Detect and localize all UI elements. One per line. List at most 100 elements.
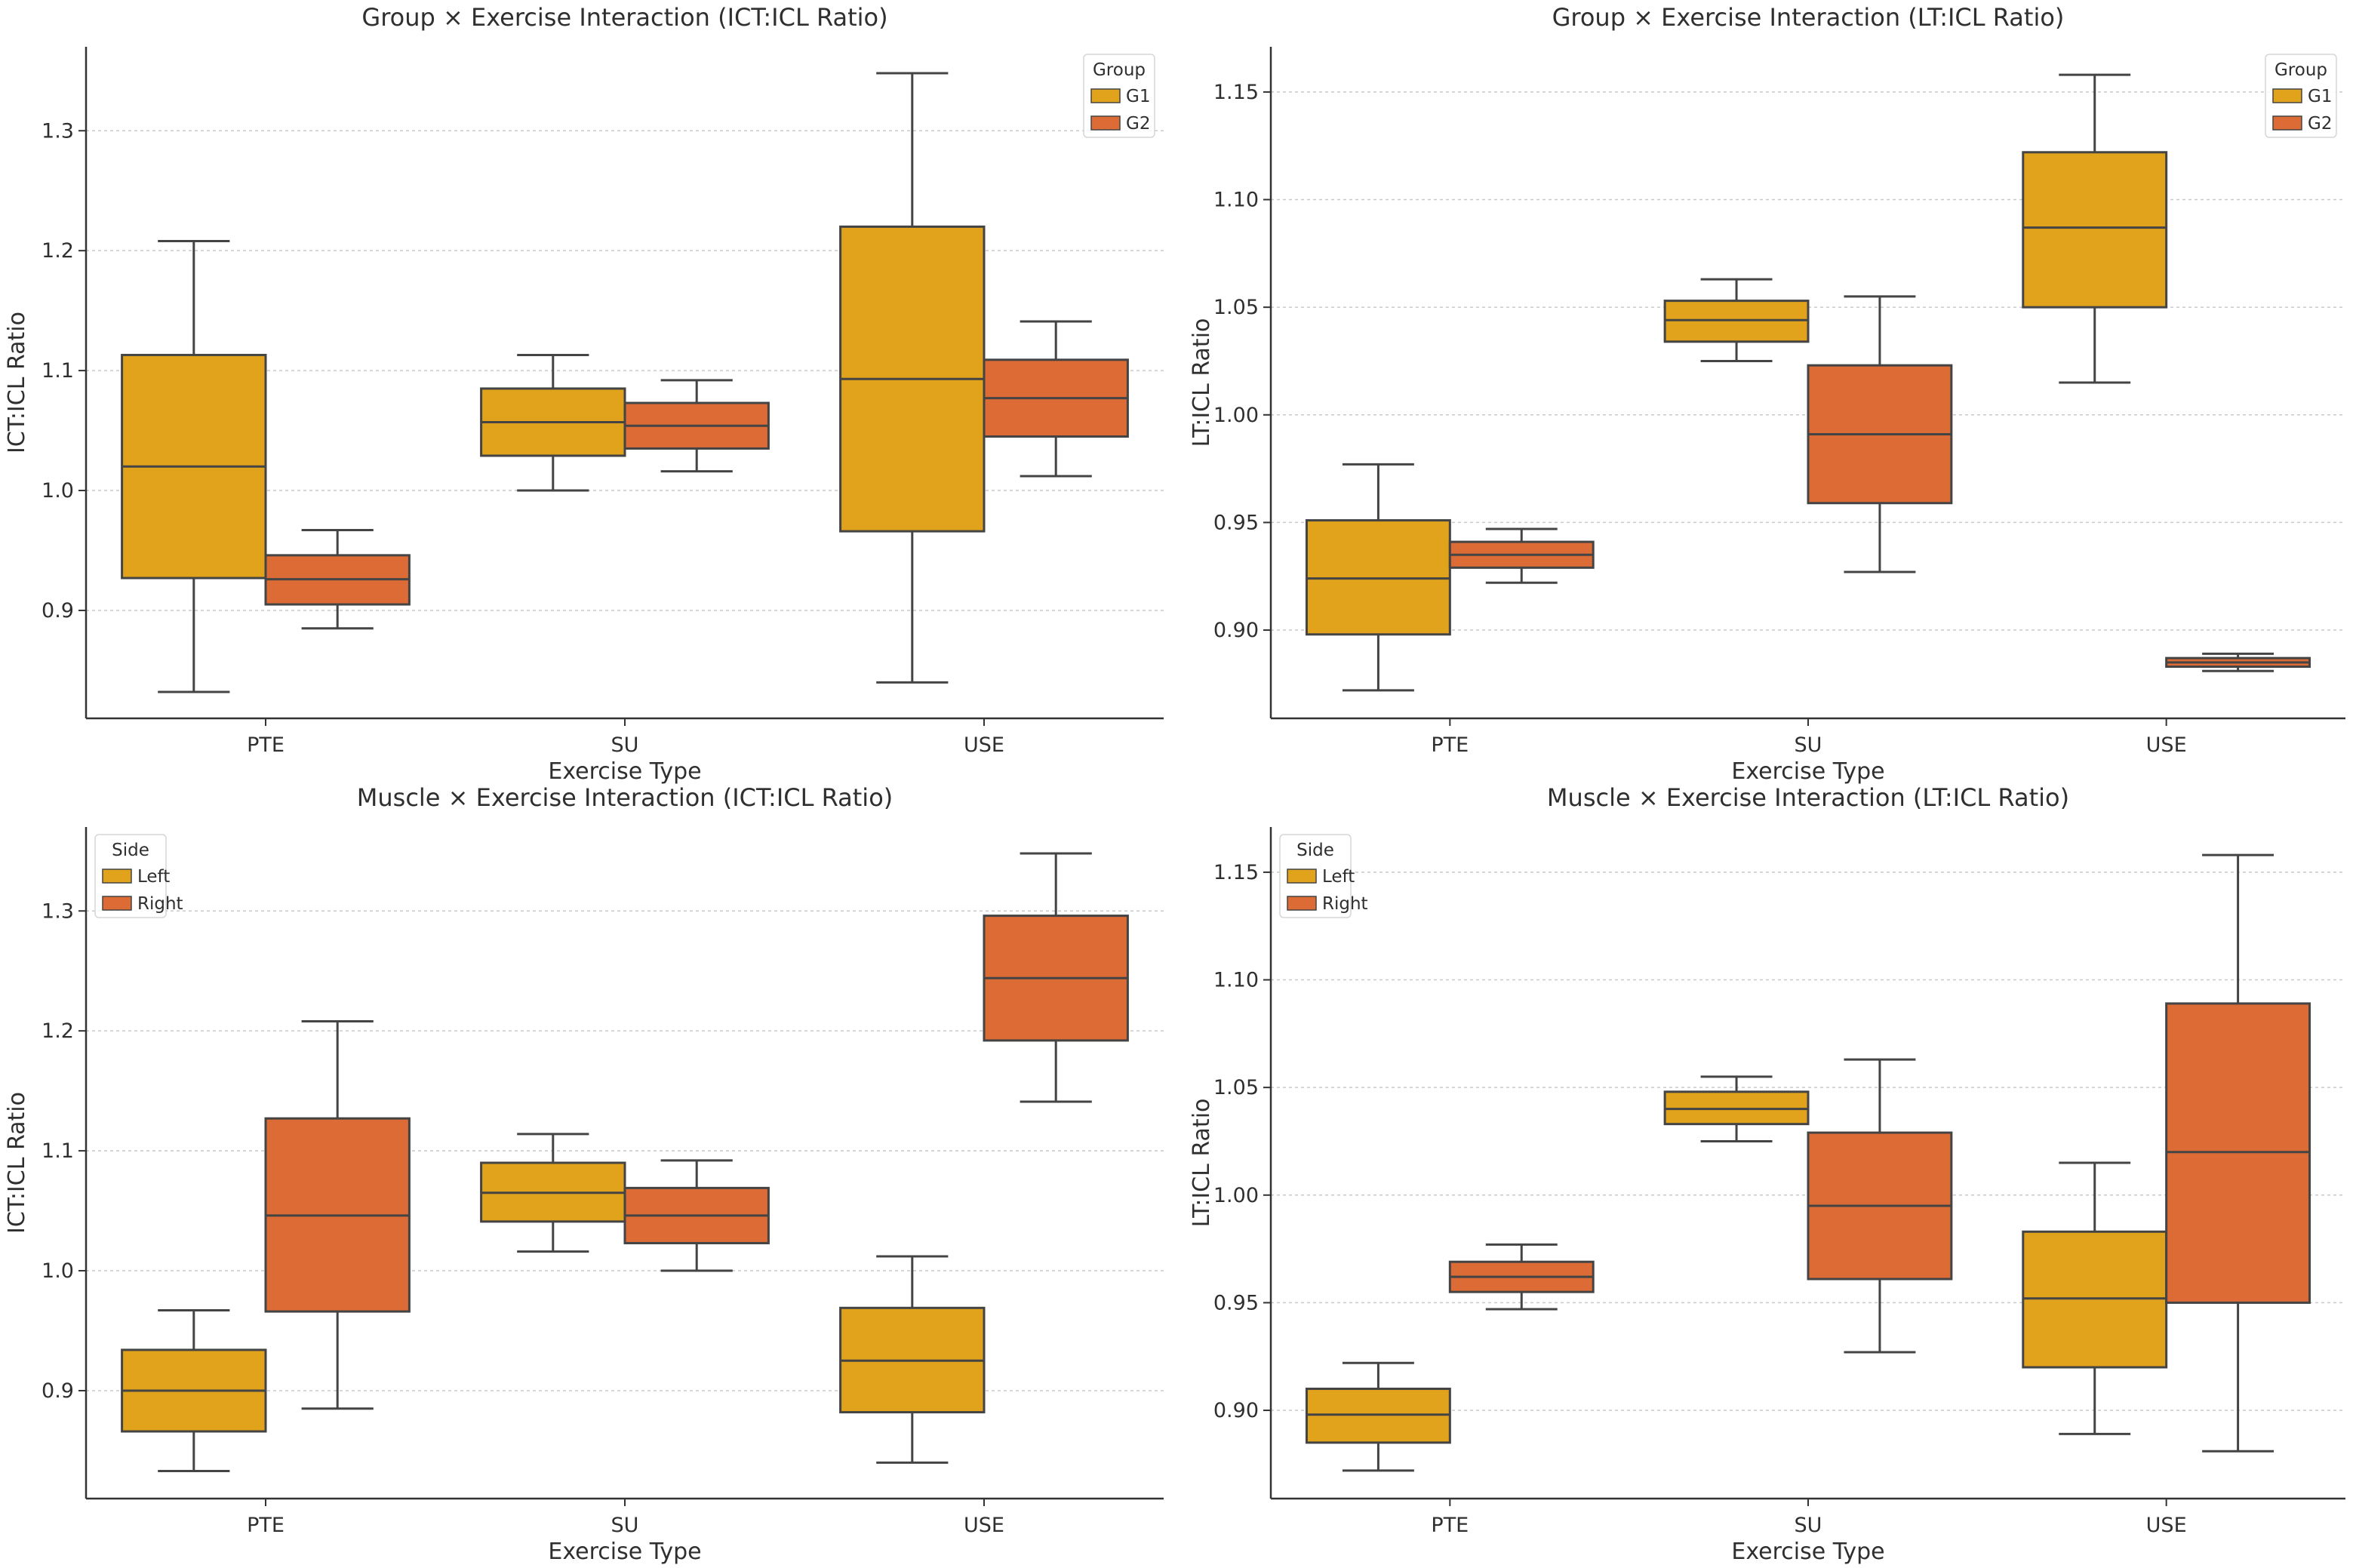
chart-panel-icl-side: Muscle × Exercise Interaction (ICT:ICL R… xyxy=(4,783,1164,1565)
box-g1-su xyxy=(1663,278,1810,362)
y-tick-label: 0.95 xyxy=(1213,1291,1259,1314)
legend-entry-label: G2 xyxy=(2308,114,2332,134)
x-tick-label: USE xyxy=(964,733,1004,757)
y-tick-label: 0.90 xyxy=(1213,1399,1259,1422)
legend-entry-label: G1 xyxy=(1126,87,1150,106)
y-tick-label: 1.2 xyxy=(42,239,74,263)
legend xyxy=(1279,834,1352,918)
box-g1-su xyxy=(480,353,626,492)
chart-title: Muscle × Exercise Interaction (ICT:ICL R… xyxy=(357,783,893,812)
x-tick-label: SU xyxy=(1795,733,1822,757)
y-tick-label: 1.1 xyxy=(42,359,74,383)
legend-swatch-g1 xyxy=(1090,88,1121,103)
plot-area xyxy=(78,827,1164,1506)
legend xyxy=(2265,54,2337,138)
chart-panel-lt-group: Group × Exercise Interaction (LT:ICL Rat… xyxy=(1189,3,2345,785)
box-iqr xyxy=(2022,151,2168,309)
x-tick-label: USE xyxy=(964,1514,1004,1537)
y-tick-label: 1.10 xyxy=(1213,969,1259,992)
chart-title: Muscle × Exercise Interaction (LT:ICL Ra… xyxy=(1547,783,2069,812)
legend-swatch-right xyxy=(1287,896,1317,911)
legend-title: Group xyxy=(1093,60,1146,80)
legend-entry-label: Left xyxy=(137,867,170,887)
y-tick-label: 1.10 xyxy=(1213,189,1259,212)
box-g2-pte xyxy=(264,528,411,630)
box-left-su xyxy=(1663,1075,1810,1142)
y-tick-label: 0.95 xyxy=(1213,511,1259,534)
box-g2-su xyxy=(623,379,770,473)
box-g2-pte xyxy=(1448,527,1595,584)
x-axis-label: Exercise Type xyxy=(548,758,701,785)
chart-title: Group × Exercise Interaction (LT:ICL Rat… xyxy=(1552,3,2065,32)
y-tick-label: 1.3 xyxy=(42,119,74,143)
legend-title: Side xyxy=(1296,841,1334,860)
box-left-su xyxy=(480,1133,626,1253)
legend-entry-label: Right xyxy=(1322,894,1368,914)
box-left-use xyxy=(2022,1161,2168,1435)
y-tick-label: 1.3 xyxy=(42,899,74,923)
chart-title: Group × Exercise Interaction (ICT:ICL Ra… xyxy=(361,3,887,32)
legend-entry-label: Left xyxy=(1322,867,1355,887)
box-g2-use xyxy=(2165,652,2311,672)
box-g2-su xyxy=(1807,295,1953,573)
x-tick-label: PTE xyxy=(1431,1514,1469,1537)
box-left-pte xyxy=(1305,1361,1451,1472)
legend-swatch-left xyxy=(102,869,132,884)
legend-title: Side xyxy=(112,841,149,860)
y-tick-label: 1.0 xyxy=(42,1259,74,1283)
legend xyxy=(94,834,167,918)
x-axis-label: Exercise Type xyxy=(548,1539,701,1565)
box-g1-use xyxy=(2022,73,2168,384)
chart-panel-icl-group: Group × Exercise Interaction (ICT:ICL Ra… xyxy=(4,3,1164,785)
legend-swatch-right xyxy=(102,896,132,911)
legend-entry-label: G1 xyxy=(2308,87,2332,106)
legend-entry-label: G2 xyxy=(1126,114,1150,134)
x-axis-label: Exercise Type xyxy=(1731,1539,1884,1565)
x-tick-label: USE xyxy=(2146,733,2187,757)
box-right-pte xyxy=(1448,1243,1595,1311)
x-tick-label: PTE xyxy=(247,1514,285,1537)
legend-title: Group xyxy=(2274,60,2327,80)
box-left-use xyxy=(839,1255,986,1464)
legend-entry-label: Right xyxy=(137,894,183,914)
box-right-pte xyxy=(264,1019,411,1410)
plot-area xyxy=(1263,827,2345,1506)
legend-swatch-g2 xyxy=(2272,115,2302,131)
x-tick-label: SU xyxy=(611,733,639,757)
y-tick-label: 1.05 xyxy=(1213,296,1259,319)
box-right-use xyxy=(2165,853,2311,1453)
legend-swatch-g2 xyxy=(1090,115,1121,131)
box-g1-pte xyxy=(1305,463,1451,692)
legend-swatch-left xyxy=(1287,869,1317,884)
box-left-pte xyxy=(121,1308,267,1472)
x-tick-label: SU xyxy=(1795,1514,1822,1537)
y-tick-label: 1.05 xyxy=(1213,1076,1259,1099)
box-right-su xyxy=(623,1159,770,1272)
legend-swatch-g1 xyxy=(2272,88,2302,103)
x-axis-label: Exercise Type xyxy=(1731,758,1884,785)
x-tick-label: USE xyxy=(2146,1514,2187,1537)
y-axis-label: ICT:ICL Ratio xyxy=(4,1092,30,1234)
y-tick-label: 1.0 xyxy=(42,479,74,503)
y-tick-label: 0.9 xyxy=(42,599,74,623)
plot-area xyxy=(1263,47,2345,726)
chart-panel-lt-side: Muscle × Exercise Interaction (LT:ICL Ra… xyxy=(1189,783,2345,1565)
x-tick-label: SU xyxy=(611,1514,639,1537)
y-tick-label: 1.15 xyxy=(1213,861,1259,884)
box-right-su xyxy=(1807,1058,1953,1354)
box-right-use xyxy=(983,852,1129,1103)
y-axis-label: LT:ICL Ratio xyxy=(1189,318,1215,447)
y-tick-label: 1.15 xyxy=(1213,81,1259,104)
y-tick-label: 1.00 xyxy=(1213,404,1259,427)
box-g2-use xyxy=(983,320,1129,478)
y-tick-label: 1.00 xyxy=(1213,1184,1259,1207)
plot-area xyxy=(78,47,1164,726)
y-axis-label: LT:ICL Ratio xyxy=(1189,1099,1215,1228)
x-tick-label: PTE xyxy=(1431,733,1469,757)
legend xyxy=(1083,54,1155,138)
x-tick-label: PTE xyxy=(247,733,285,757)
y-tick-label: 0.9 xyxy=(42,1379,74,1403)
box-g1-use xyxy=(839,72,986,684)
y-axis-label: ICT:ICL Ratio xyxy=(4,312,30,453)
